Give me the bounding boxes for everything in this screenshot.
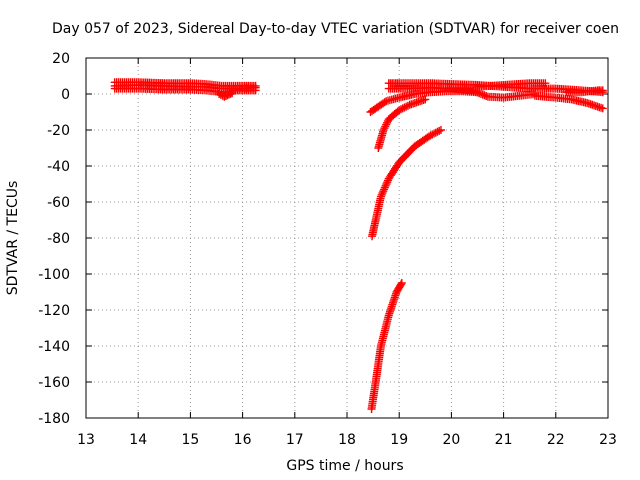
data-point [398,104,407,113]
y-tick-label: -60 [47,195,70,211]
x-axis-label: GPS time / hours [286,458,403,474]
data-point [215,90,224,98]
data-point [396,105,405,114]
data-point [598,104,607,113]
data-point [478,90,487,99]
x-tick-label: 19 [390,432,408,448]
data-point [379,126,388,134]
x-tick-label: 15 [181,432,199,448]
data-point [435,126,444,135]
data-point [381,181,390,190]
y-tick-labels: 20 0 -20 -40 -60 -80 -100 -120 -140 -160 -180 [38,51,70,427]
data-point [380,185,389,194]
data-point [431,128,440,137]
data-point [598,86,607,95]
y-tick-label: 0 [61,87,70,103]
data-point [380,124,389,133]
data-point [376,192,385,201]
data-point [430,129,438,138]
data-point [379,187,388,196]
data-point [396,280,405,289]
x-tick-label: 22 [547,432,565,448]
data-point [251,81,260,90]
x-tick-label: 13 [77,432,95,448]
data-point [403,101,412,110]
data-point [383,118,392,127]
x-tick-label: 20 [442,432,460,448]
data-point [383,176,392,185]
y-axis-label: SDTVAR / TECUs [5,181,21,296]
y-tick-label: -40 [47,159,70,175]
data-point [383,178,392,187]
data-point [397,279,406,287]
data-point [426,131,435,140]
grid-lines [86,58,608,418]
data-point [395,106,404,115]
data-point [421,95,430,104]
y-tick-label: -160 [38,375,70,391]
y-tick-label: -140 [38,339,70,355]
data-points [110,78,607,413]
data-point [381,122,390,131]
y-tick-label: -20 [47,123,70,139]
x-tick-label: 16 [234,432,252,448]
y-tick-label: -80 [47,231,70,247]
x-tick-labels: 13 14 15 16 17 18 19 20 21 22 23 [77,432,617,448]
tick-marks [85,57,609,419]
y-tick-label: -100 [38,267,70,283]
data-point [541,79,550,88]
data-point [428,130,437,139]
data-point [380,183,389,192]
data-point [228,89,237,98]
data-point [382,180,391,188]
data-point [470,87,479,96]
x-tick-label: 18 [338,432,356,448]
data-point [400,103,409,112]
data-point [433,127,442,136]
data-point [436,126,445,134]
y-tick-label: -180 [38,411,70,427]
data-point [382,120,391,129]
data-point [380,98,389,107]
data-point [226,89,235,98]
x-tick-label: 21 [495,432,513,448]
chart-title: Day 057 of 2023, Sidereal Day-to-day VTE… [52,21,619,37]
x-tick-label: 17 [286,432,304,448]
x-tick-label: 23 [599,432,617,448]
data-point [378,189,387,197]
y-tick-label: 20 [52,51,70,67]
data-point [402,102,411,111]
x-tick-label: 14 [129,432,147,448]
data-point [377,190,386,199]
y-tick-label: -120 [38,303,70,319]
